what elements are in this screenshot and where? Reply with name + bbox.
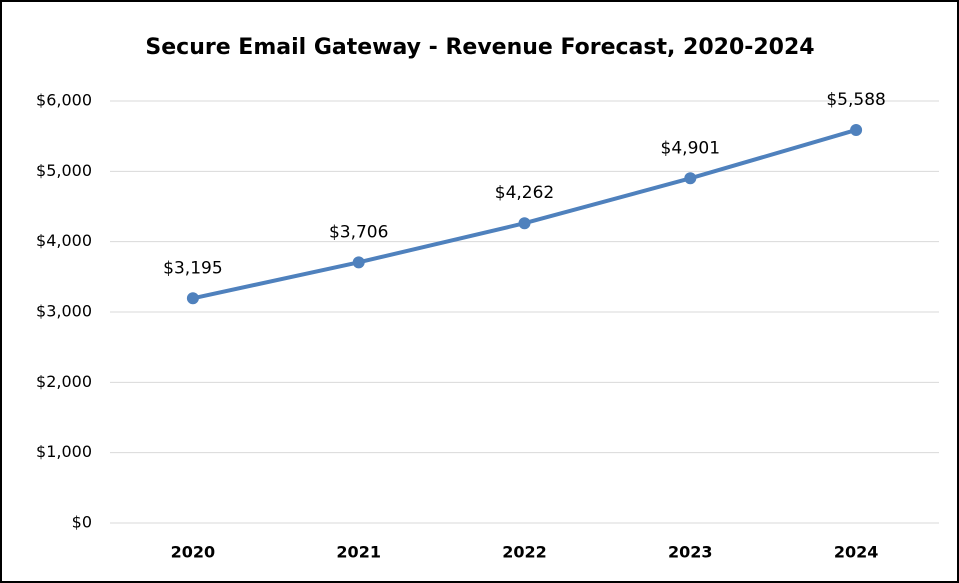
data-point [186, 292, 199, 305]
data-label: $3,195 [163, 258, 222, 278]
data-point [352, 256, 365, 269]
x-tick-label: 2023 [668, 543, 713, 562]
y-tick-label: $2,000 [36, 372, 92, 391]
data-point [518, 217, 531, 230]
x-tick-label: 2020 [171, 543, 216, 562]
data-label: $4,262 [495, 183, 554, 203]
chart-title: Secure Email Gateway - Revenue Forecast,… [145, 35, 814, 60]
x-tick-label: 2022 [502, 543, 547, 562]
y-tick-label: $5,000 [36, 161, 92, 180]
y-tick-label: $0 [72, 513, 92, 532]
x-tick-label: 2024 [834, 543, 879, 562]
x-tick-label: 2021 [336, 543, 381, 562]
data-label: $4,901 [661, 138, 720, 158]
data-label: $3,706 [329, 222, 388, 242]
data-point [850, 123, 863, 136]
data-label: $5,588 [826, 90, 885, 110]
y-tick-label: $3,000 [36, 302, 92, 321]
y-tick-label: $6,000 [36, 91, 92, 110]
data-point [684, 172, 697, 185]
y-tick-label: $1,000 [36, 442, 92, 461]
y-tick-label: $4,000 [36, 231, 92, 250]
